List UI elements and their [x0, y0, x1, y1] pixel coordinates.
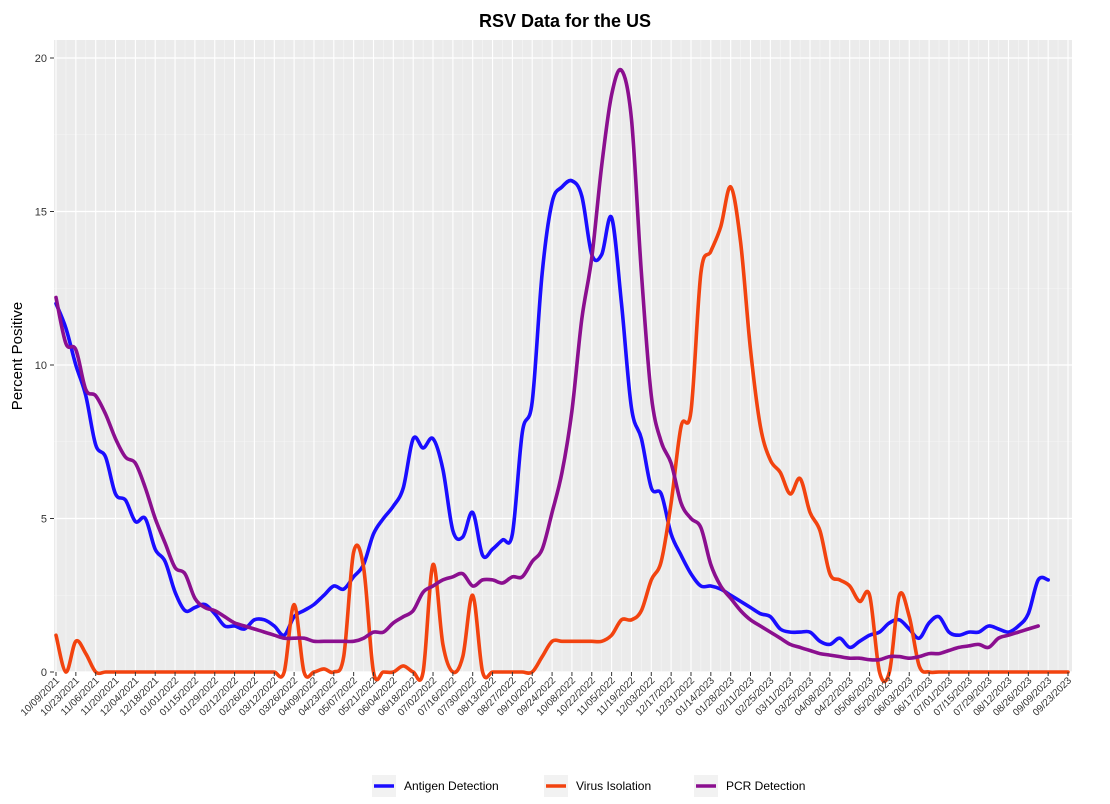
- chart-title: RSV Data for the US: [479, 11, 651, 31]
- plot-panel: [54, 40, 1072, 672]
- y-tick-label: 15: [35, 207, 47, 219]
- x-axis: 10/09/202110/23/202111/06/202111/20/2021…: [19, 672, 1074, 719]
- y-tick-label: 20: [35, 53, 47, 65]
- y-axis: 0 5 10 15 20: [35, 53, 54, 679]
- grid-minor: [54, 40, 1072, 672]
- legend-label: Antigen Detection: [404, 779, 499, 793]
- grid-major: [54, 40, 1072, 673]
- y-tick-label: 10: [35, 360, 47, 372]
- y-axis-label: Percent Positive: [9, 302, 26, 410]
- series-line-pcr-detection: [54, 67, 1040, 662]
- legend-label: Virus Isolation: [576, 779, 651, 793]
- y-tick-label: 0: [41, 667, 47, 679]
- legend: Antigen Detection Virus Isolation PCR Dete…: [372, 775, 805, 797]
- series-layer: [54, 67, 1070, 684]
- y-tick-label: 5: [41, 514, 47, 526]
- legend-label: PCR Detection: [726, 779, 805, 793]
- series-line-antigen-detection: [54, 178, 1050, 650]
- series-line-virus-isolation: [54, 185, 1070, 684]
